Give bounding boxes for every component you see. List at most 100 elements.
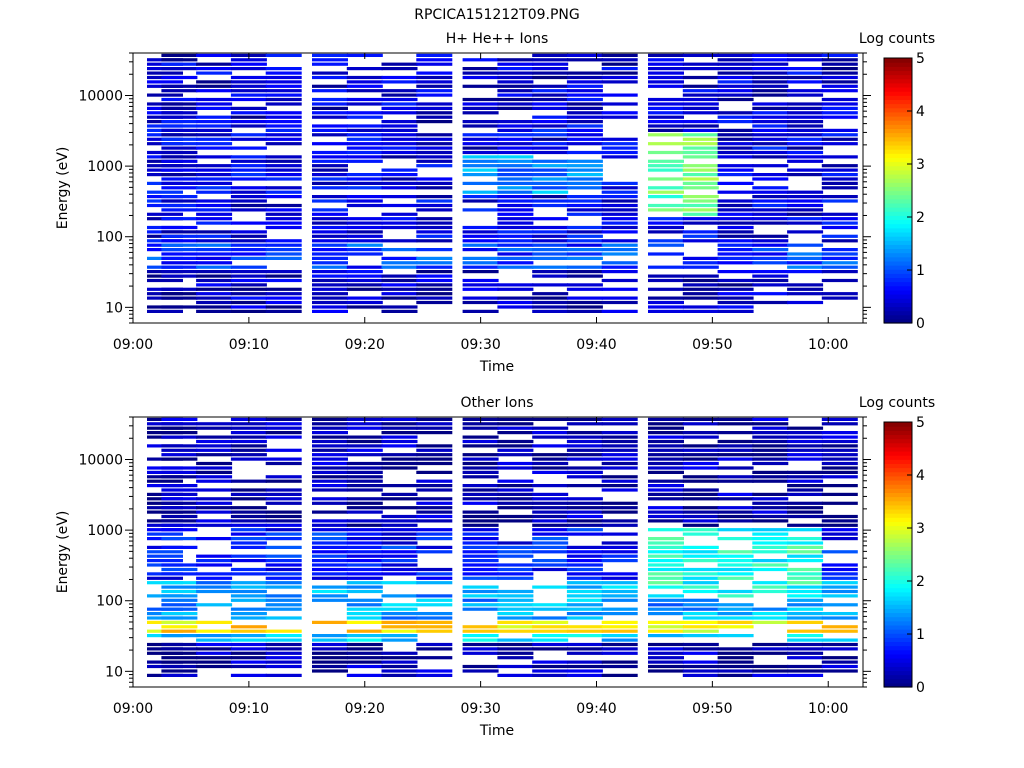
spectrogram-cell [346,572,383,576]
spectrogram-cell [416,142,453,146]
spectrogram-cell [497,300,534,305]
spectrogram-cell [416,656,453,660]
spectrogram-cell [196,461,233,466]
spectrogram-cell [497,492,534,496]
spectrogram-cell [648,634,684,638]
spectrogram-cell [230,243,267,247]
spectrogram-cell [381,181,418,185]
spectrogram-cell [601,67,638,71]
spectrogram-cell [312,111,348,115]
spectrogram-cell [312,208,348,212]
spectrogram-cell [717,230,754,234]
spectrogram-cell [312,265,348,269]
spectrogram-cell [462,664,499,669]
spectrogram-cell [462,475,499,479]
spectrogram-cell [381,137,418,141]
spectrogram-cell [381,155,418,159]
spectrogram-cell [497,550,534,554]
spectrogram-cell [196,137,233,141]
spectrogram-cell [752,137,789,141]
colorbar-segment [884,575,912,580]
spectrogram-cell [161,673,198,677]
spectrogram-cell [752,274,789,278]
spectrogram-cell [532,457,569,461]
spectrogram-cell [717,62,754,66]
spectrogram-cell [381,514,418,519]
spectrogram-cell [497,501,534,505]
spectrogram-cell [752,475,789,479]
spectrogram-cell [648,115,684,119]
spectrogram-cell [821,550,858,554]
spectrogram-cell [161,431,198,435]
spectrogram-cell [648,97,684,102]
spectrogram-cell [821,625,858,629]
spectrogram-cell [416,479,453,483]
y-tick-label: 1000 [87,159,123,175]
spectrogram-cell [230,537,267,541]
spectrogram-cell [752,479,789,483]
spectrogram-cell [821,461,858,466]
spectrogram-cell [497,225,534,230]
spectrogram-cell [682,572,719,576]
spectrogram-cell [416,448,453,452]
spectrogram-cell [497,75,534,80]
spectrogram-cell [821,181,858,185]
spectrogram-cell [532,89,569,93]
spectrogram-cell [566,212,603,216]
spectrogram-cell [497,642,534,647]
spectrogram-cell [648,461,684,466]
spectrogram-cell [462,296,499,300]
spectrogram-cell [416,545,453,549]
spectrogram-cell [566,651,603,655]
spectrogram-cell [497,230,534,234]
spectrogram-cell [416,278,453,283]
spectrogram-cell [416,572,453,576]
spectrogram-cell [265,128,302,132]
spectrogram-cell [752,620,789,624]
spectrogram-cell [682,221,719,225]
spectrogram-cell [532,470,569,474]
spectrogram-cell [381,256,418,260]
spectrogram-cell [787,168,824,172]
spectrogram-cell [346,634,383,638]
spectrogram-cell [821,164,858,168]
spectrogram-cell [265,673,302,677]
spectrogram-cell [230,199,267,203]
spectrogram-cell [416,150,453,155]
spectrogram-cell [381,248,418,252]
spectrogram-cell [682,111,719,115]
spectrogram-cell [161,563,198,567]
spectrogram-cell [312,656,348,660]
spectrogram-cell [532,283,569,287]
spectrogram-cell [682,519,719,523]
spectrogram-cell [230,146,267,150]
spectrogram-cell [196,283,233,287]
spectrogram-cell [230,528,267,532]
spectrogram-cell [462,190,499,194]
spectrogram-cell [566,248,603,252]
spectrogram-cell [462,484,499,488]
spectrogram-cell [717,497,754,501]
spectrogram-cell [265,75,302,80]
spectrogram-cell [566,111,603,115]
spectrogram-cell [462,137,499,141]
spectrogram-cell [566,550,603,554]
spectrogram-cell [312,669,348,673]
spectrogram-cell [265,256,302,260]
spectrogram-cell [682,102,719,106]
spectrogram-cell [648,492,684,496]
spectrogram-cell [381,203,418,208]
spectrogram-cell [265,296,302,300]
spectrogram-cell [312,647,348,651]
spectrogram-cell [346,528,383,532]
spectrogram-cell [497,102,534,106]
spectrogram-cell [752,537,789,541]
spectrogram-cell [717,217,754,221]
spectrogram-cell [312,576,348,580]
spectrogram-cell [416,58,453,62]
spectrogram-cell [682,164,719,168]
spectrogram-cell [462,488,499,492]
spectrogram-cell [648,296,684,300]
spectrogram-cell [787,594,824,598]
spectrogram-cell [532,669,569,673]
